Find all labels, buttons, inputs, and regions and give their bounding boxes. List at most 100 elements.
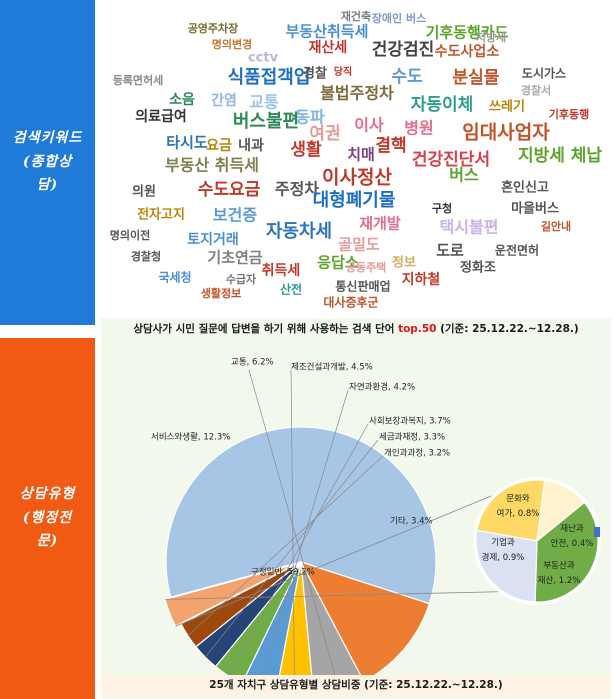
word-19: 소음 xyxy=(169,92,195,108)
word-4: 부동산취득세 xyxy=(286,23,369,41)
word-33: 내과 xyxy=(238,138,264,154)
word-56: 재개발 xyxy=(359,215,401,233)
word-7: cctv xyxy=(248,51,279,66)
pie-label-3: 교통, 6.2% xyxy=(231,358,274,368)
word-53: 마을버스 xyxy=(511,201,559,217)
word-8: 재산세 xyxy=(309,39,348,56)
section-label-keywords: 검색키워드 (종합상담) xyxy=(0,0,95,325)
word-76: 대사증후군 xyxy=(323,295,378,310)
word-29: 버스불편 xyxy=(233,111,299,132)
word-43: 의원 xyxy=(132,184,156,200)
word-32: 요금 xyxy=(206,138,232,154)
pie-label-8: 개인과과정, 3.2% xyxy=(384,448,450,459)
word-60: 골밀도 xyxy=(338,236,380,254)
word-50: 전자고지 xyxy=(137,207,185,223)
breakdown-slice-4 xyxy=(475,529,538,603)
pie-label-1: 구정일반, 59.2% xyxy=(251,567,315,578)
word-64: 기초연금 xyxy=(207,249,262,267)
word-35: 결핵 xyxy=(375,136,406,156)
breakdown-label-2: 재난과 안전, 0.4% xyxy=(551,524,594,549)
word-52: 구청 xyxy=(432,201,452,215)
word-75: 통신판매업 xyxy=(335,279,390,294)
word-22: 불법주정차 xyxy=(320,84,394,103)
caption-keywords-prefix: 상담사가 시민 질문에 답변을 하기 위해 사용하는 검색 단어 xyxy=(133,323,399,335)
word-73: 생활정보 xyxy=(201,286,241,300)
word-28: 기후동행 xyxy=(549,107,589,121)
word-49: 대형폐기물 xyxy=(313,190,396,211)
word-23: 경찰서 xyxy=(521,83,551,97)
word-46: 이사정산 xyxy=(322,167,392,189)
word-26: 자동이체 xyxy=(411,95,474,115)
word-12: 등록면허세 xyxy=(113,73,164,87)
caption-keywords: 상담사가 시민 질문에 답변을 하기 위해 사용하는 검색 단어 top.50 … xyxy=(101,318,611,340)
word-34: 여권 xyxy=(309,124,340,144)
breakdown-slice-1 xyxy=(476,479,546,542)
word-67: 정화조 xyxy=(460,260,496,276)
word-21: 교통 xyxy=(249,93,279,112)
caption-keywords-highlight: top.50 xyxy=(398,323,437,335)
word-68: 취득세 xyxy=(262,263,301,279)
word-10: 수도사업소 xyxy=(435,44,500,60)
word-17: 분실물 xyxy=(453,68,500,88)
word-65: 응답소 xyxy=(317,254,359,272)
word-66: 정보 xyxy=(392,255,416,271)
pie-slice-2 xyxy=(299,560,431,675)
word-30: 이사 xyxy=(354,116,384,135)
pie-label-4: 제조건설과개발, 4.5% xyxy=(291,362,373,373)
pie-leader-8 xyxy=(187,455,384,637)
word-55: 자동차세 xyxy=(266,221,332,242)
word-41: 건강진단서 xyxy=(412,150,490,170)
caption-keywords-suffix: (기준: 25.12.22.~12.28.) xyxy=(436,323,579,335)
word-13: 식품접객업 xyxy=(228,67,311,88)
breakdown-connector-bottom xyxy=(165,591,504,600)
word-16: 수도 xyxy=(391,67,423,87)
pie-leader-3 xyxy=(248,369,336,675)
pie-leader-6 xyxy=(228,423,369,675)
word-6: 명의변경 xyxy=(212,37,252,51)
section-label-keywords-text: 검색키워드 (종합상담) xyxy=(12,129,83,194)
word-51: 보건증 xyxy=(213,206,257,225)
pie-label-9: 기타, 3.4% xyxy=(390,517,433,527)
word-18: 도시가스 xyxy=(522,66,566,81)
word-31: 타시도 xyxy=(166,134,208,152)
word-59: 길안내 xyxy=(541,219,571,233)
section-label-consult-type-text: 상담유형 (행정전문) xyxy=(19,485,76,550)
word-70: 수급자 xyxy=(226,272,257,286)
word-39: 생활 xyxy=(290,139,322,160)
word-69: 국세청 xyxy=(158,270,191,285)
pie-slice-3 xyxy=(300,561,362,675)
word-57: 명의이전 xyxy=(110,228,150,242)
word-62: 운전면허 xyxy=(495,243,539,258)
breakdown-connector-top xyxy=(175,491,501,627)
word-1: 재건축 xyxy=(341,9,371,23)
word-2: 장애인 버스 xyxy=(372,11,426,25)
word-27: 쓰레기 xyxy=(489,100,525,115)
word-3: 공영주차장 xyxy=(188,21,239,35)
word-24: 의료급여 xyxy=(135,108,187,125)
word-48: 혼인신고 xyxy=(501,180,549,196)
word-36: 병원 xyxy=(404,119,433,138)
pie-leader-4 xyxy=(290,369,295,675)
pie-slice-4 xyxy=(278,561,313,675)
word-63: 경찰청 xyxy=(131,249,161,263)
pie-label-5: 자연과환경, 4.2% xyxy=(349,382,415,393)
pie-label-2: 서비스와생활, 12.3% xyxy=(151,432,230,443)
word-47: 버스 xyxy=(449,166,479,185)
word-61: 도로 xyxy=(436,242,464,260)
word-9: 건강검진 xyxy=(372,40,435,60)
word-58: 토지거래 xyxy=(187,232,239,248)
breakdown-label-3: 부동산과 재산, 1.2% xyxy=(538,560,581,586)
word-38: 부동산 취득세 xyxy=(165,156,259,175)
word-71: 공동주택 xyxy=(346,260,386,274)
word-25: 동파 xyxy=(295,108,325,127)
word-54: 택시불편 xyxy=(440,218,499,237)
word-15: 당직 xyxy=(334,65,352,78)
word-5: 기후동행카드 xyxy=(426,24,509,42)
word-72: 지하철 xyxy=(402,271,441,288)
breakdown-extra-mark xyxy=(594,527,600,537)
pie-slice-5 xyxy=(245,561,302,675)
word-14: 경찰 xyxy=(303,66,327,82)
word-44: 수도요금 xyxy=(198,180,261,200)
word-74: 산전 xyxy=(280,282,302,297)
